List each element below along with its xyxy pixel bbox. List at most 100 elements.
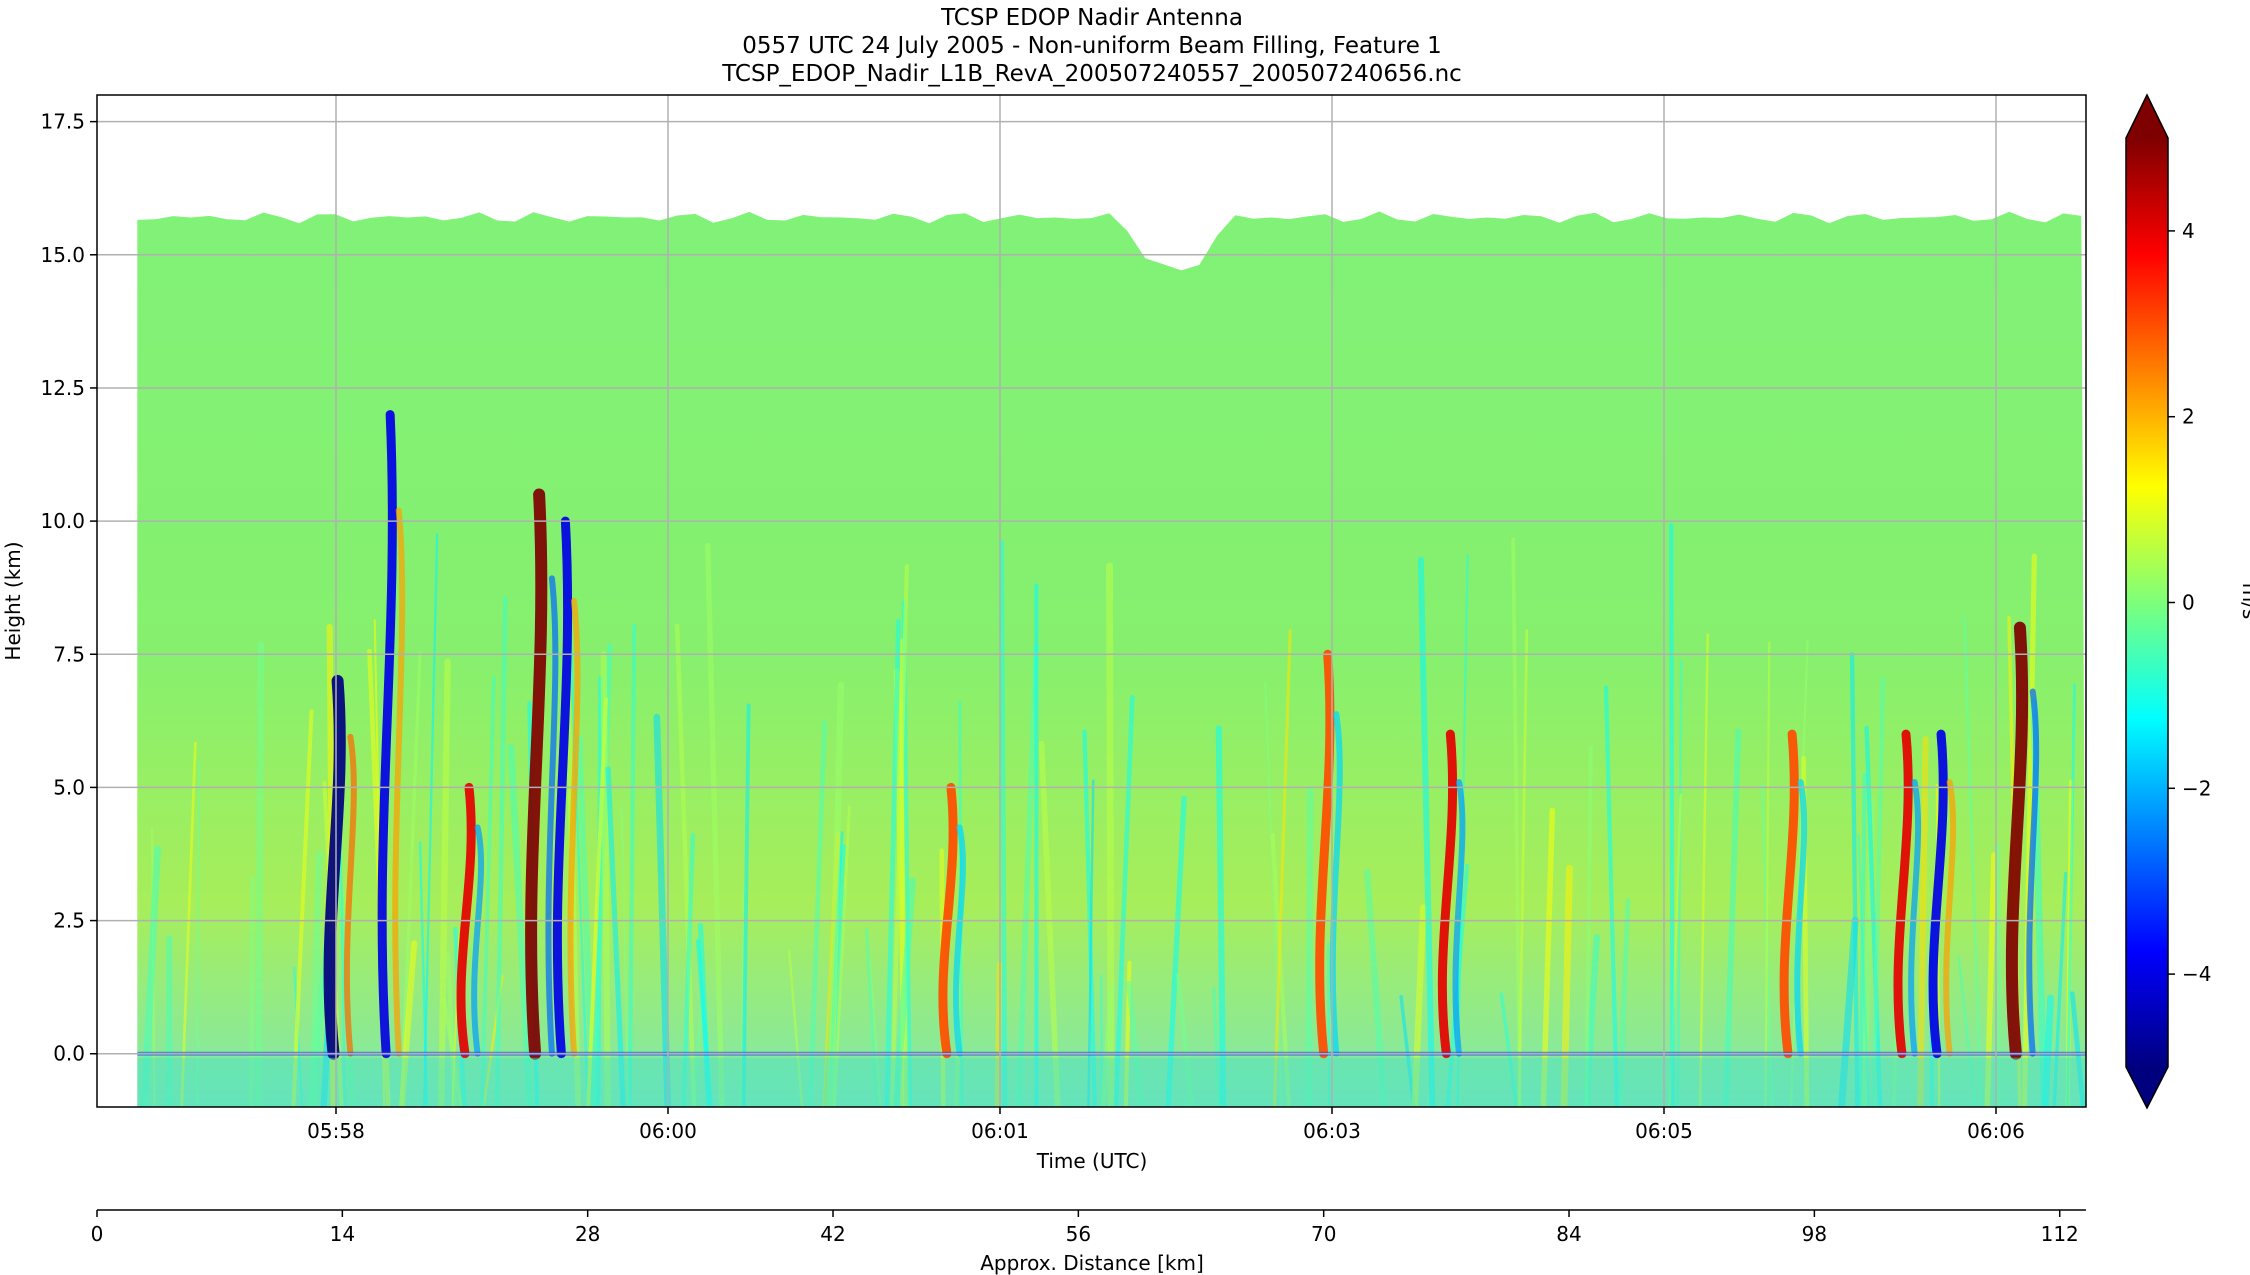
velocity-feature (1893, 729, 1913, 1059)
background-streak (681, 832, 696, 1107)
velocity-feature-halo (1452, 779, 1466, 1057)
background-streak (507, 744, 534, 1107)
background-streak (291, 709, 314, 1107)
velocity-streaks (140, 410, 2086, 1107)
colorbar-outline (2125, 93, 2169, 1110)
y-axis: 0.0 2.5 5.0 7.5 10.0 12.5 15.0 17.5 (40, 110, 97, 1066)
velocity-feature-halo (392, 507, 406, 1057)
background-streak (1264, 682, 1283, 1107)
velocity-feature (2005, 621, 2029, 1060)
background-streak (605, 766, 626, 1107)
background-streak (884, 618, 901, 1107)
background-streak (890, 564, 909, 1107)
background-streak (1126, 980, 1145, 1107)
velocity-feature-halo (545, 575, 559, 1057)
velocity-feature (323, 674, 346, 1060)
x-tick-label: 06:06 (1967, 1119, 2025, 1143)
y-tick-label: 7.5 (53, 642, 85, 666)
distance-tick-label: 98 (1802, 1222, 1827, 1246)
radar-echo (137, 211, 2086, 1107)
background-streak (2066, 683, 2076, 1107)
background-streak (140, 845, 161, 1107)
background-streak (255, 641, 265, 1107)
background-streak (999, 539, 1008, 1107)
background-streak (1871, 676, 1886, 1107)
title-line-1: TCSP EDOP Nadir Antenna (940, 5, 1243, 31)
background-streak (1016, 643, 1039, 1107)
background-streak (1082, 729, 1097, 1107)
background-streak (600, 651, 611, 1107)
background-streak (1962, 614, 1983, 1107)
y-axis-label: Height (km) (1, 541, 25, 660)
colorbar-extend-max (2126, 95, 2168, 138)
background-streak (807, 720, 828, 1107)
distance-axis-label: Approx. Distance [km] (980, 1251, 1204, 1275)
background-streak (1603, 685, 1620, 1107)
colorbar-tick-label: 2 (2182, 405, 2195, 429)
background-streak (339, 805, 346, 1107)
background-streak (196, 761, 201, 1107)
background-streak (653, 713, 672, 1107)
background-streak (1517, 629, 1529, 1107)
velocity-feature (377, 410, 397, 1059)
distance-tick-label: 112 (2041, 1222, 2079, 1246)
background-streak (697, 923, 712, 1107)
background-streak (1764, 641, 1771, 1107)
plot-area (97, 95, 2086, 1107)
distance-tick-label: 0 (91, 1222, 104, 1246)
y-tick-label: 15.0 (40, 243, 85, 267)
velocity-feature (1779, 729, 1799, 1059)
background-streak (1698, 633, 1709, 1107)
distance-tick-label: 28 (575, 1222, 600, 1246)
background-streak (868, 956, 882, 1107)
background-streak (994, 961, 1003, 1107)
background-streak (1984, 852, 1997, 1107)
distance-tick-label: 14 (330, 1222, 355, 1246)
velocity-feature-halo (1794, 779, 1808, 1057)
colorbar-extend-min (2126, 1067, 2168, 1108)
background-streak (1560, 864, 1573, 1107)
background-streak (1212, 987, 1222, 1107)
background-streak (1411, 904, 1427, 1107)
background-streak (1838, 916, 1859, 1107)
colorbar-tick-label: −2 (2182, 776, 2211, 800)
velocity-feature-halo (953, 824, 966, 1057)
x-axis: 05:58 06:00 06:01 06:03 06:05 06:06 (307, 1107, 2025, 1143)
y-tick-label: 5.0 (53, 775, 85, 799)
distance-tick-label: 84 (1556, 1222, 1581, 1246)
background-streak (438, 658, 451, 1107)
colorbar-tick-label: −4 (2182, 962, 2211, 986)
distance-tick-label: 56 (1066, 1222, 1091, 1246)
distance-axis: 0 14 28 42 56 70 84 98 112 (91, 1209, 2086, 1246)
y-tick-label: 17.5 (40, 110, 85, 134)
background-streak (1676, 659, 1683, 1107)
background-streak (309, 850, 323, 1107)
surface-return (137, 1051, 2086, 1107)
background-streak (1864, 725, 1883, 1107)
background-streak (1669, 523, 1675, 1107)
distance-tick-label: 70 (1311, 1222, 1336, 1246)
background-streak (827, 681, 845, 1107)
distance-tick-label: 42 (820, 1222, 845, 1246)
velocity-feature-halo (343, 733, 357, 1057)
background-streak (1499, 992, 1519, 1107)
x-tick-label: 06:05 (1635, 1119, 1693, 1143)
background-streak (1789, 639, 1809, 1107)
x-tick-label: 06:01 (971, 1119, 1029, 1143)
background-streak (1957, 956, 1977, 1107)
background-streak (480, 675, 496, 1107)
title-line-3: TCSP_EDOP_Nadir_L1B_RevA_200507240557_20… (721, 61, 1462, 87)
colorbar (2125, 93, 2169, 1110)
background-streak (1417, 556, 1436, 1107)
background-streak (674, 623, 697, 1107)
y-tick-label: 10.0 (40, 509, 85, 533)
background-streak (1511, 537, 1522, 1107)
y-tick-label: 0.0 (53, 1042, 85, 1066)
background-streak (1584, 745, 1593, 1107)
colorbar-tick-label: 0 (2182, 591, 2195, 615)
colorbar-label: m/s (2238, 583, 2250, 620)
background-streak (2021, 553, 2037, 1107)
background-streak (1327, 942, 1331, 1107)
plot-frame (96, 94, 2087, 1108)
